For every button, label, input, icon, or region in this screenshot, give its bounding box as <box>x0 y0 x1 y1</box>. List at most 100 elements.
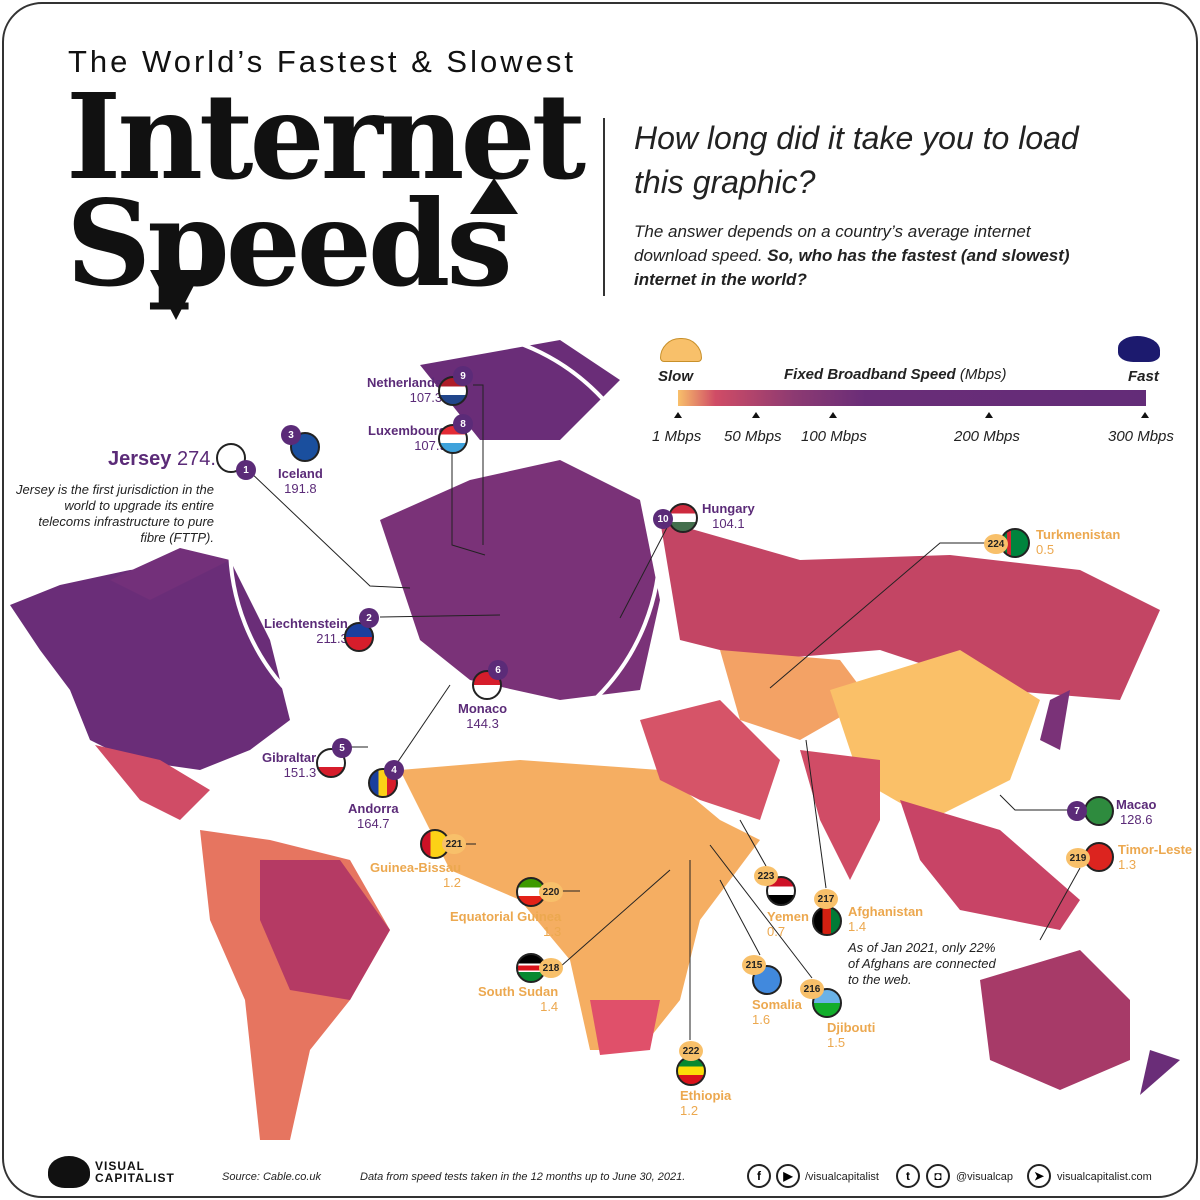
country-name: Iceland <box>278 466 323 481</box>
flag-ethiopia <box>676 1056 706 1086</box>
rank-badge: 221 <box>442 834 466 854</box>
rank-badge: 8 <box>453 414 473 434</box>
description: The answer depends on a country’s averag… <box>634 220 1104 292</box>
country-name: Yemen <box>767 909 809 924</box>
callout-djibouti: Djibouti 1.5 <box>827 1020 875 1050</box>
speed-value: 1.4 <box>540 999 559 1014</box>
callout-netherlands: Netherlands 107.3 <box>367 375 442 405</box>
twitter-instagram-handle[interactable]: @visualcap <box>956 1171 1014 1183</box>
rank-badge: 220 <box>539 882 563 902</box>
country-name: Guinea-Bissau <box>370 860 462 875</box>
speed-value: 0.7 <box>767 924 786 939</box>
rank-badge: 218 <box>539 958 563 978</box>
brand-name: VISUAL CAPITALIST <box>95 1160 175 1184</box>
tick-label: 1 Mbps <box>652 428 702 445</box>
canada-north <box>110 548 230 600</box>
desc-bold: So, who has the fastest (and slowest) in… <box>634 246 1070 289</box>
callout-yemen: Yemen 0.7 <box>767 909 809 939</box>
twitter-icon[interactable]: t <box>896 1164 920 1188</box>
youtube-icon[interactable]: ▶ <box>776 1164 800 1188</box>
speed-value: 1.2 <box>442 875 462 890</box>
instagram-icon[interactable]: ◘ <box>926 1164 950 1188</box>
southern-africa <box>590 1000 660 1055</box>
rank-badge: 219 <box>1066 848 1090 868</box>
europe <box>380 460 660 700</box>
rank-badge: 5 <box>332 738 352 758</box>
speed-value: 1.5 <box>827 1035 846 1050</box>
country-name: Hungary <box>702 501 755 516</box>
country-name: Timor-Leste <box>1118 842 1193 857</box>
speed-value: 274.3 <box>176 448 228 470</box>
turtle-icon <box>660 338 702 362</box>
china <box>830 650 1040 820</box>
country-name: Gibraltar <box>262 750 317 765</box>
callout-luxembourg: Luxembourg 107.9 <box>368 423 447 453</box>
kicker: The World’s Fastest & Slowest <box>68 44 576 79</box>
legend-slow: Slow <box>658 368 694 385</box>
greenland <box>420 340 620 440</box>
speed-value: 191.8 <box>284 481 317 496</box>
website-link[interactable]: visualcapitalist.com <box>1057 1171 1152 1183</box>
speed-value: 107.9 <box>414 438 447 453</box>
legend-title: Fixed Broadband Speed (Mbps) <box>784 366 1007 383</box>
facebook-youtube-handle[interactable]: /visualcapitalist <box>805 1171 879 1183</box>
flag-afghanistan <box>812 906 842 936</box>
cursor-icon[interactable]: ➤ <box>1027 1164 1051 1188</box>
country-name: Equatorial Guinea <box>450 909 562 924</box>
speed-value: 1.4 <box>848 919 867 934</box>
speed-value: 128.6 <box>1119 812 1153 827</box>
arrow-up-icon <box>470 178 518 214</box>
data-note: Data from speed tests taken in the 12 mo… <box>360 1171 686 1183</box>
legend-unit: (Mbps) <box>959 366 1007 383</box>
speed-value: 1.3 <box>1118 857 1137 872</box>
se-asia <box>900 800 1080 930</box>
tick-label: 200 Mbps <box>954 428 1020 445</box>
country-name: Luxembourg <box>368 423 447 438</box>
tick-label: 50 Mbps <box>724 428 782 445</box>
speed-value: 1.2 <box>680 1103 699 1118</box>
country-name: Djibouti <box>827 1020 876 1035</box>
rank-badge: 7 <box>1067 801 1087 821</box>
rank-badge: 3 <box>281 425 301 445</box>
legend-gradient-bar <box>678 390 1146 406</box>
callout-timor-leste: Timor-Leste 1.3 <box>1118 842 1192 872</box>
country-name: Macao <box>1116 797 1157 812</box>
rank-badge: 215 <box>742 955 766 975</box>
callout-lines <box>247 384 1081 1040</box>
tick-label: 300 Mbps <box>1108 428 1174 445</box>
country-name: Turkmenistan <box>1036 527 1121 542</box>
tick-mark <box>752 412 760 418</box>
flag-macao <box>1084 796 1114 826</box>
callout-turkmenistan: Turkmenistan 0.5 <box>1036 527 1120 557</box>
speed-value: 211.3 <box>316 631 348 646</box>
rank-badge: 216 <box>800 979 824 999</box>
facebook-icon[interactable]: f <box>747 1164 771 1188</box>
tick-mark <box>985 412 993 418</box>
russia <box>660 520 1160 700</box>
north-america <box>10 560 290 770</box>
europe-zoom-circle <box>228 328 662 762</box>
tick-label: 100 Mbps <box>801 428 867 445</box>
speed-value: 1.6 <box>752 1012 771 1027</box>
middle-east <box>640 700 780 820</box>
brand-line2: CAPITALIST <box>95 1171 175 1185</box>
rank-badge: 224 <box>984 534 1008 554</box>
flag-monaco <box>472 670 502 700</box>
africa <box>400 760 760 1050</box>
callout-jersey: Jersey 274.3 <box>108 448 227 470</box>
map-continents <box>10 340 1180 1140</box>
country-name: Liechtenstein <box>264 616 348 631</box>
callout-ethiopia: Ethiopia 1.2 <box>680 1088 731 1118</box>
mexico <box>95 745 210 820</box>
jersey-note: Jersey is the first jurisdiction in the … <box>16 482 214 545</box>
source: Source: Cable.co.uk <box>222 1171 322 1183</box>
country-name: Andorra <box>348 801 399 816</box>
tick-mark <box>1141 412 1149 418</box>
callout-hungary: Hungary 104.1 <box>702 501 755 531</box>
callout-equatorial-guinea: Equatorial Guinea 1.3 <box>450 909 561 939</box>
speed-value: 144.3 <box>466 716 499 731</box>
rank-badge: 1 <box>236 460 256 480</box>
callout-afghanistan: Afghanistan 1.4 <box>848 904 923 934</box>
flag-andorra <box>368 768 398 798</box>
